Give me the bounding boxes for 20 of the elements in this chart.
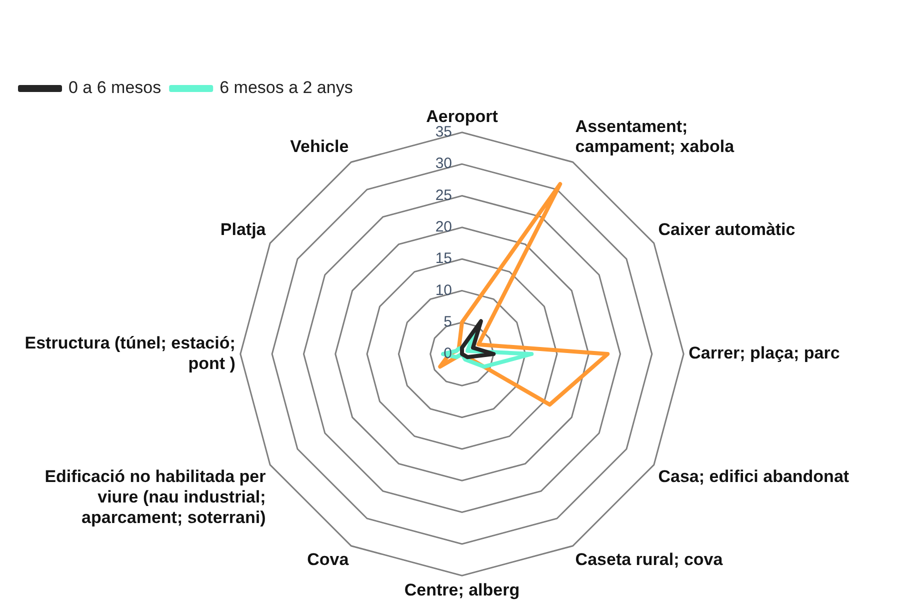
spoke-label: Vehicle	[290, 137, 349, 156]
spoke-label: Estructura (túnel; estació; pont )	[24, 333, 236, 373]
y-tick-label: 20	[435, 218, 452, 236]
y-tick-label: 15	[435, 250, 452, 268]
spoke-label: Platja	[220, 220, 266, 240]
spoke-label: Assentament; campament; xabola	[575, 116, 735, 156]
spoke-label: Carrer; plaça; parc	[688, 344, 840, 363]
legend-label: 6 mesos a 2 anys	[220, 78, 353, 98]
y-tick-label: 25	[435, 186, 452, 204]
spoke-label: Caixer automàtic	[658, 220, 796, 240]
spoke-label: Edificació no habilitada per viure (nau industrial; aparcament; soterrani)	[44, 467, 266, 527]
spoke-label: Caseta rural; cova	[575, 550, 724, 570]
y-tick-label: 10	[435, 282, 452, 299]
y-tick-label: 35	[435, 124, 452, 141]
spoke-label: Aeroport	[426, 106, 498, 126]
spoke-label: Casa; edifici abandonat	[658, 467, 850, 486]
spoke-label: Centre; alberg	[404, 580, 520, 600]
y-tick-label: 30	[435, 155, 452, 172]
legend-label: 0 a 6 mesos	[68, 78, 162, 98]
spoke-label: Cova	[307, 550, 350, 570]
